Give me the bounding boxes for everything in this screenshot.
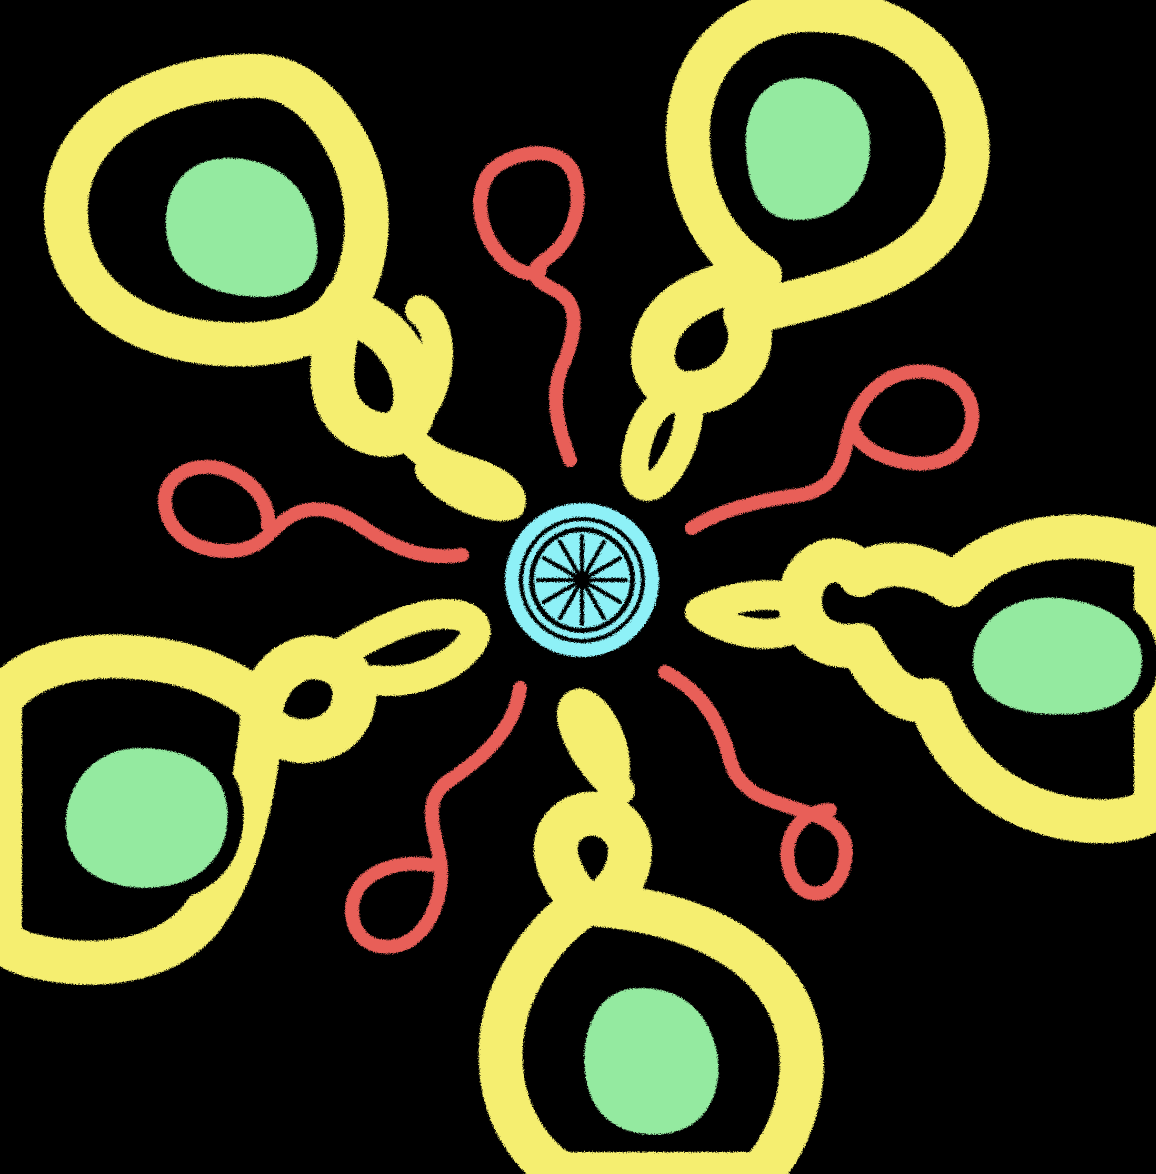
- center-spoke: [541, 556, 584, 582]
- center-spoke: [580, 578, 623, 604]
- tendril-left: [157, 459, 469, 564]
- tendril-bottom-right: [658, 665, 853, 901]
- petal-top-left: [43, 53, 526, 521]
- petal-top-right: [620, 0, 990, 501]
- tendril-right: [685, 364, 980, 535]
- center-spoke: [558, 539, 584, 582]
- tendril-bottom-left: [345, 681, 527, 954]
- petal-bottom-left: [0, 599, 491, 985]
- center-spoke: [541, 578, 584, 604]
- tendril-top: [473, 146, 585, 467]
- center-medallion: [505, 503, 659, 657]
- center-spoke: [558, 578, 584, 621]
- center-spoke: [580, 578, 606, 621]
- center-spoke: [580, 556, 623, 582]
- center-spoke: [580, 539, 606, 582]
- petal-bottom: [478, 688, 824, 1174]
- petal-right: [685, 514, 1156, 844]
